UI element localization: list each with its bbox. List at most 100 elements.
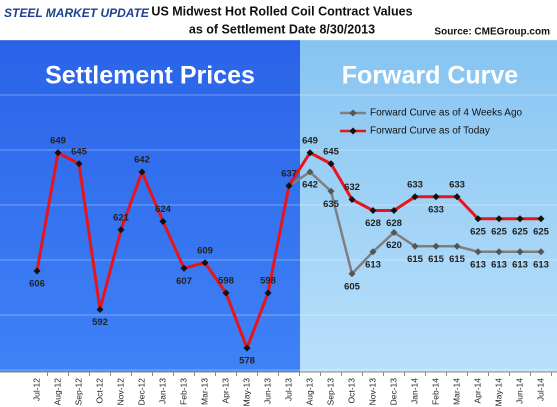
marker — [390, 229, 398, 236]
marker — [516, 248, 524, 256]
marker — [201, 259, 209, 267]
x-tick-label: Oct-12 — [94, 378, 104, 404]
x-tick-label: Apr-13 — [220, 378, 230, 404]
x-tick-label: Dec-13 — [388, 378, 398, 406]
legend-label: Forward Curve as of Today — [370, 126, 490, 137]
data-label: 592 — [92, 317, 108, 328]
data-label: 645 — [323, 146, 340, 157]
marker — [537, 248, 545, 256]
marker — [369, 207, 377, 214]
data-label: 645 — [71, 146, 88, 157]
marker — [264, 289, 272, 297]
data-label: 613 — [491, 259, 507, 270]
data-label: 606 — [29, 279, 45, 290]
data-label: 615 — [428, 254, 445, 265]
x-tick-label: Jun-14 — [514, 378, 524, 404]
panel-label: Settlement Prices — [45, 62, 255, 90]
data-label: 613 — [470, 259, 486, 270]
marker — [327, 160, 335, 168]
marker — [327, 187, 335, 195]
marker — [222, 289, 230, 297]
marker — [411, 242, 419, 250]
marker — [516, 215, 524, 223]
marker — [495, 215, 503, 223]
data-label: 642 — [302, 180, 318, 191]
x-tick-label: Mar-14 — [451, 378, 461, 405]
marker — [432, 193, 440, 201]
x-tick-label: Jan-13 — [157, 378, 167, 404]
data-label: 633 — [449, 179, 465, 190]
settlement-panel — [0, 40, 300, 372]
x-tick-label: Jul-14 — [535, 378, 545, 401]
x-tick-label: Apr-14 — [472, 378, 482, 404]
marker — [180, 264, 188, 272]
source: Source: CMEGroup.com — [434, 27, 550, 38]
data-label: 609 — [197, 245, 213, 256]
data-label: 625 — [533, 226, 550, 237]
chart-subtitle: as of Settlement Date 8/30/2013 — [189, 22, 375, 36]
marker — [348, 270, 356, 278]
legend-marker — [349, 109, 357, 117]
data-label: 628 — [386, 218, 402, 229]
marker — [285, 182, 293, 190]
logo: STEEL MARKET UPDATE — [4, 6, 150, 20]
x-tick-label: Aug-12 — [52, 378, 62, 406]
data-label: 625 — [491, 226, 508, 237]
data-label: 633 — [407, 179, 423, 190]
marker — [369, 248, 377, 256]
x-tick-label: Sep-13 — [325, 378, 335, 406]
marker — [495, 248, 503, 256]
x-tick-label: Jul-13 — [283, 378, 293, 401]
data-label: 620 — [386, 240, 402, 251]
chart-title: US Midwest Hot Rolled Coil Contract Valu… — [151, 4, 412, 18]
x-tick-label: Feb-13 — [178, 378, 188, 405]
data-label: 621 — [113, 212, 130, 223]
marker — [474, 248, 482, 256]
x-tick-label: May-13 — [241, 378, 251, 407]
marker — [390, 207, 398, 214]
data-label: 598 — [260, 276, 276, 287]
x-tick-label: Oct-13 — [346, 378, 356, 404]
x-tick-label: May-14 — [493, 378, 503, 407]
x-tick-label: Mar-13 — [199, 378, 209, 405]
marker — [54, 149, 62, 157]
legend-label: Forward Curve as of 4 Weeks Ago — [370, 108, 523, 119]
marker — [243, 344, 251, 352]
data-label: 624 — [155, 204, 172, 215]
data-label: 613 — [533, 259, 549, 270]
data-label: 598 — [218, 276, 234, 287]
data-label: 613 — [512, 259, 528, 270]
data-label: 642 — [134, 155, 150, 166]
marker — [432, 242, 440, 250]
marker — [33, 267, 41, 275]
marker — [306, 149, 314, 157]
marker — [75, 160, 83, 168]
data-label: 625 — [470, 226, 487, 237]
data-label: 637 — [281, 168, 297, 179]
data-label: 625 — [512, 226, 529, 237]
marker — [96, 306, 104, 313]
x-tick-label: Dec-12 — [136, 378, 146, 406]
marker — [474, 215, 482, 223]
marker — [348, 196, 356, 203]
data-label: 632 — [344, 182, 360, 193]
data-label: 615 — [407, 254, 424, 265]
data-label: 635 — [323, 199, 340, 210]
marker — [306, 168, 314, 176]
data-label: 628 — [365, 218, 381, 229]
panel-label: Forward Curve — [342, 62, 519, 90]
x-tick-label: Sep-12 — [73, 378, 83, 406]
x-tick-label: Feb-14 — [430, 378, 440, 405]
data-label: 615 — [449, 254, 466, 265]
marker — [453, 193, 461, 201]
marker — [159, 218, 167, 225]
data-label: 649 — [50, 135, 66, 146]
marker — [537, 215, 545, 223]
data-label: 649 — [302, 135, 318, 146]
legend-marker — [349, 127, 357, 135]
data-label: 578 — [239, 356, 255, 367]
marker — [453, 242, 461, 250]
data-label: 633 — [428, 204, 444, 215]
x-tick-label: Aug-13 — [304, 378, 314, 406]
